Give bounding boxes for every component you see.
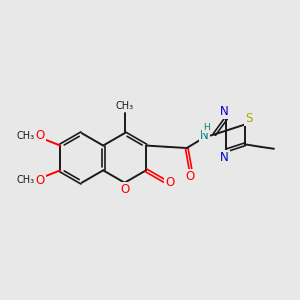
Text: S: S [245,112,252,124]
Text: H: H [203,123,210,132]
Text: N: N [200,129,209,142]
Text: O: O [120,183,129,196]
Text: CH₃: CH₃ [16,130,34,141]
Text: N: N [220,105,229,118]
Text: CH₃: CH₃ [116,101,134,111]
Text: O: O [186,169,195,183]
Text: N: N [220,151,229,164]
Text: CH₃: CH₃ [16,175,34,185]
Text: O: O [165,176,175,189]
Text: O: O [35,129,45,142]
Text: O: O [35,174,45,187]
